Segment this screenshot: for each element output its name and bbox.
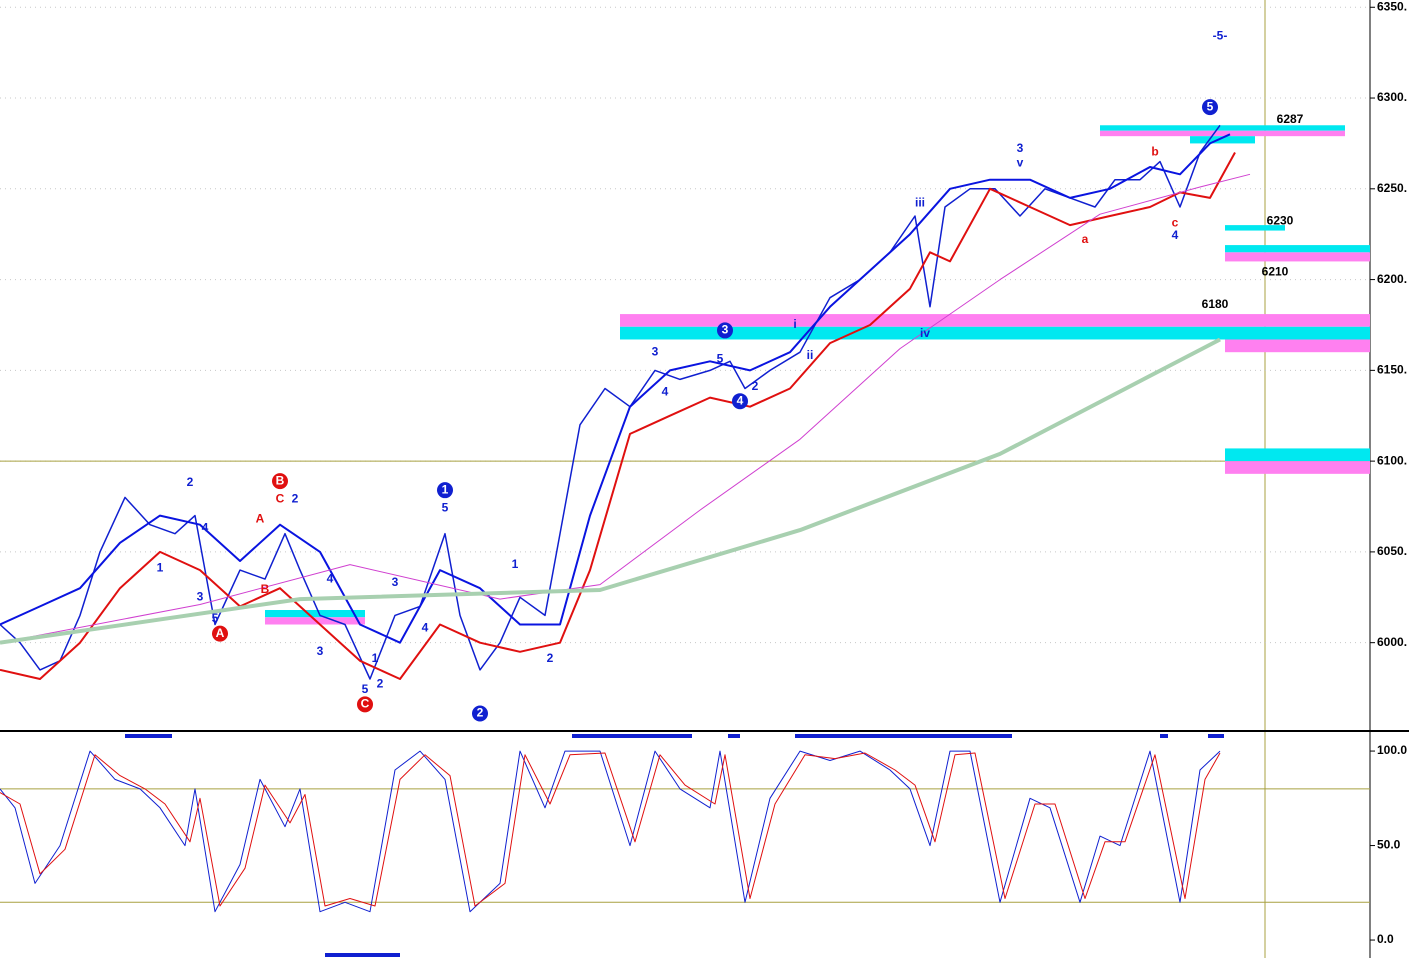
annotation: A [216,626,225,640]
wave-marker [212,625,228,642]
wave-marker [732,393,748,410]
y-tick-label: 6200. [1377,272,1407,286]
annotation: 2 [477,706,484,720]
annotation: 2 [752,379,759,393]
annotation: 4 [1172,228,1179,242]
level-band [1100,130,1345,137]
annotation: 2 [187,475,194,489]
y-tick-label: 6350. [1377,0,1407,13]
series-line [0,173,1251,644]
annotation: 1 [157,560,164,574]
annotation: 3 [722,323,729,337]
y-tick-label: 100.0 [1377,743,1407,757]
annotation: 3 [197,589,204,603]
annotation: 1 [512,557,519,571]
signal-marker [572,734,692,738]
annotation: 5 [1207,99,1214,113]
y-tick-label: 6100. [1377,453,1407,467]
signal-marker [1160,734,1168,738]
series-line [0,152,1236,680]
level-band [1225,461,1370,474]
annotation: 1 [442,482,449,496]
annotation: iii [915,196,925,210]
annotation: B [261,582,270,596]
level-band [1190,136,1255,144]
annotation: 4 [737,393,744,407]
annotation: 2 [547,651,554,665]
wave-marker [1202,99,1218,116]
annotation: iv [920,326,930,340]
annotation: c [1172,215,1179,229]
signal-marker [795,734,1012,738]
annotation: b [1151,145,1158,159]
annotation: 5 [212,611,219,625]
annotation: -5- [1213,28,1228,42]
y-tick-label: 50.0 [1377,838,1401,852]
signal-marker [728,734,740,738]
annotation: A [256,511,265,525]
level-band [620,314,1370,327]
signal-marker [325,953,400,957]
signal-markers [125,734,1224,957]
wave-marker [437,482,453,499]
annotation: 6180 [1202,297,1229,311]
y-tick-label: 6000. [1377,635,1407,649]
annotation: C [276,491,285,505]
annotation: i [793,317,796,331]
annotation: C [361,697,370,711]
series-line [0,337,1221,645]
annotation: 2 [292,491,299,505]
annotation: 5 [717,352,724,366]
y-tick-label: 0.0 [1377,932,1394,946]
y-tick-label: 6050. [1377,544,1407,558]
wave-marker [357,696,373,713]
wave-marker [472,705,488,722]
series-line [0,124,1221,680]
annotation: 6287 [1277,112,1304,126]
level-band [620,326,1370,340]
annotation: 4 [422,620,429,634]
wave-marker [717,322,733,339]
level-band [1225,339,1370,353]
annotation: 2 [377,677,384,691]
annotation: v [1017,156,1024,170]
signal-marker [125,734,172,738]
annotation: 3 [652,344,659,358]
annotation: 4 [327,571,334,585]
annotation: 3 [1017,141,1024,155]
level-band [265,609,365,618]
level-band [1225,225,1285,231]
annotation: 6210 [1262,264,1289,278]
annotation: 1 [372,651,379,665]
annotation: a [1082,232,1089,246]
y-tick-label: 6250. [1377,181,1407,195]
annotation: 5 [362,682,369,696]
annotation: ii [807,348,814,362]
annotation: 4 [662,384,669,398]
y-tick-label: 6150. [1377,363,1407,377]
signal-marker [1208,734,1224,738]
wave-marker [272,473,288,490]
annotation: 4 [202,520,209,534]
level-band [1225,245,1370,253]
level-band [1225,252,1370,262]
level-band [1100,125,1345,131]
annotation: 3 [317,644,324,658]
series-line [0,750,1221,913]
level-band [1225,448,1370,462]
annotation: 5 [442,501,449,515]
annotation: 3 [392,575,399,589]
series-line [0,133,1231,644]
series-line [0,752,1221,907]
annotation: 6230 [1267,214,1294,228]
y-tick-label: 6300. [1377,90,1407,104]
annotation: B [276,473,285,487]
